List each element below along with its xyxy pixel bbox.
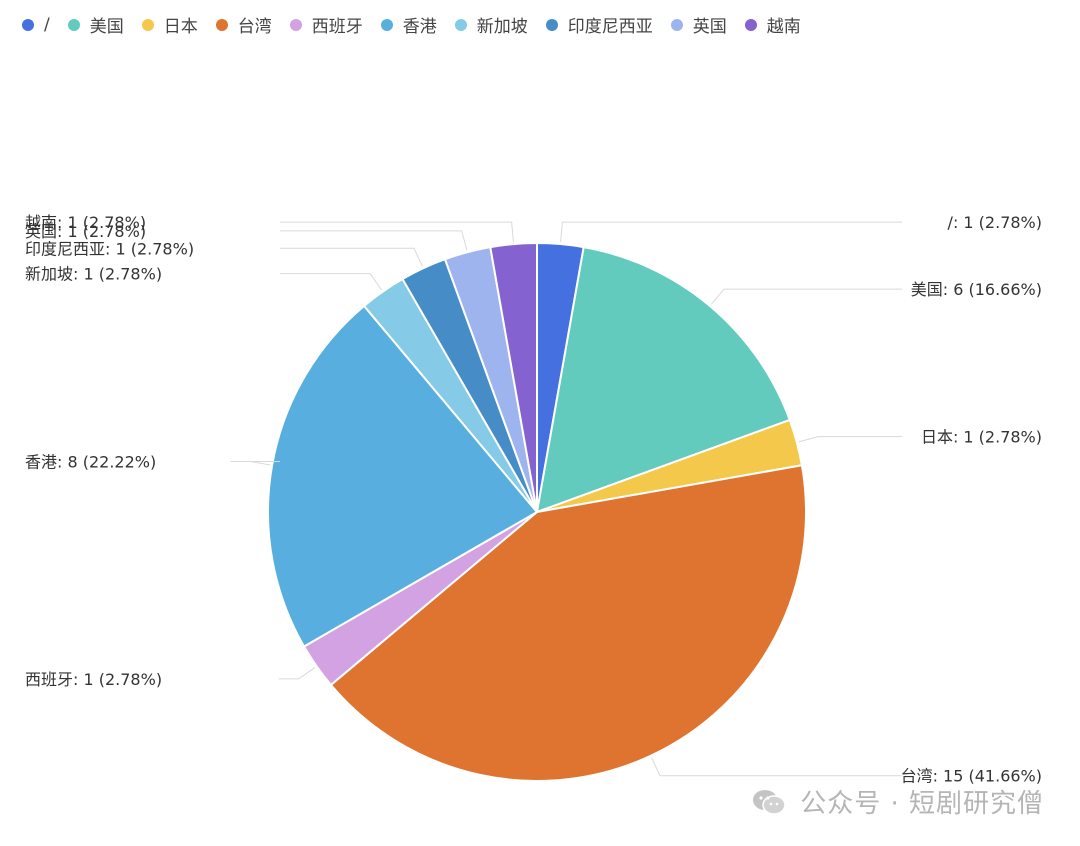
legend-label: 日本 <box>163 17 198 37</box>
legend-item[interactable]: 新加坡 <box>454 12 528 37</box>
chart-legend: / 美国 日本 台湾 西班牙 香港 新加坡 印度尼西亚 英国 越南 <box>22 12 819 37</box>
legend-item[interactable]: 西班牙 <box>289 12 363 37</box>
legend-label: 台湾 <box>237 17 272 37</box>
leader-line <box>280 247 423 267</box>
wechat-icon <box>753 789 786 815</box>
data-label: 日本: 1 (2.78%) <box>921 428 1042 447</box>
pie-slice[interactable] <box>267 304 539 648</box>
leader-line <box>280 230 468 251</box>
legend-item[interactable]: 印度尼西亚 <box>545 12 653 37</box>
legend-item[interactable]: 日本 <box>141 12 198 37</box>
legend-label: 英国 <box>692 17 727 37</box>
legend-marker <box>67 18 80 31</box>
leader-line <box>798 436 902 443</box>
legend-item[interactable]: / <box>22 15 50 35</box>
data-label: 印度尼西亚: 1 (2.78%) <box>25 239 194 258</box>
data-label: 西班牙: 1 (2.78%) <box>25 670 162 689</box>
legend-label: 新加坡 <box>476 17 528 37</box>
legend-item[interactable]: 美国 <box>67 12 124 37</box>
legend-marker <box>22 18 34 31</box>
legend-label: 美国 <box>89 17 124 37</box>
data-label: /: 1 (2.78%) <box>948 213 1042 232</box>
data-label: 越南: 1 (2.78%) <box>25 213 146 232</box>
legend-label: / <box>44 14 50 35</box>
legend-marker <box>670 18 683 31</box>
pie-slice[interactable] <box>329 464 807 782</box>
legend-marker <box>380 18 393 31</box>
legend-item[interactable]: 香港 <box>380 12 437 37</box>
pie-slice[interactable] <box>489 241 538 513</box>
legend-marker <box>744 18 757 31</box>
legend-label: 香港 <box>402 17 437 37</box>
legend-marker <box>545 18 558 31</box>
legend-marker <box>141 18 154 31</box>
legend-label: 印度尼西亚 <box>567 17 653 37</box>
pie-slice[interactable] <box>535 245 792 514</box>
leader-line <box>710 288 902 305</box>
legend-label: 越南 <box>766 17 801 37</box>
data-label: 香港: 8 (22.22%) <box>25 452 156 471</box>
data-label: 新加坡: 1 (2.78%) <box>25 265 162 284</box>
watermark-text: 公众号 · 短剧研究僧 <box>800 789 1044 819</box>
legend-item[interactable]: 台湾 <box>215 12 272 37</box>
legend-item[interactable]: 越南 <box>744 12 801 37</box>
legend-label: 西班牙 <box>311 17 363 37</box>
legend-item[interactable]: 英国 <box>670 12 727 37</box>
watermark: 公众号 · 短剧研究僧 <box>752 783 1044 820</box>
leader-line <box>278 667 316 680</box>
leader-line <box>651 757 902 777</box>
legend-marker <box>289 18 302 31</box>
leader-line <box>230 460 280 466</box>
leader-line <box>280 273 382 291</box>
leader-line <box>280 221 514 243</box>
data-label: 美国: 6 (16.66%) <box>911 280 1042 299</box>
leader-line <box>560 221 902 243</box>
legend-marker <box>215 18 228 31</box>
legend-marker <box>454 18 467 31</box>
data-label: 台湾: 15 (41.66%) <box>901 767 1042 786</box>
data-label: 英国: 1 (2.78%) <box>25 222 146 241</box>
